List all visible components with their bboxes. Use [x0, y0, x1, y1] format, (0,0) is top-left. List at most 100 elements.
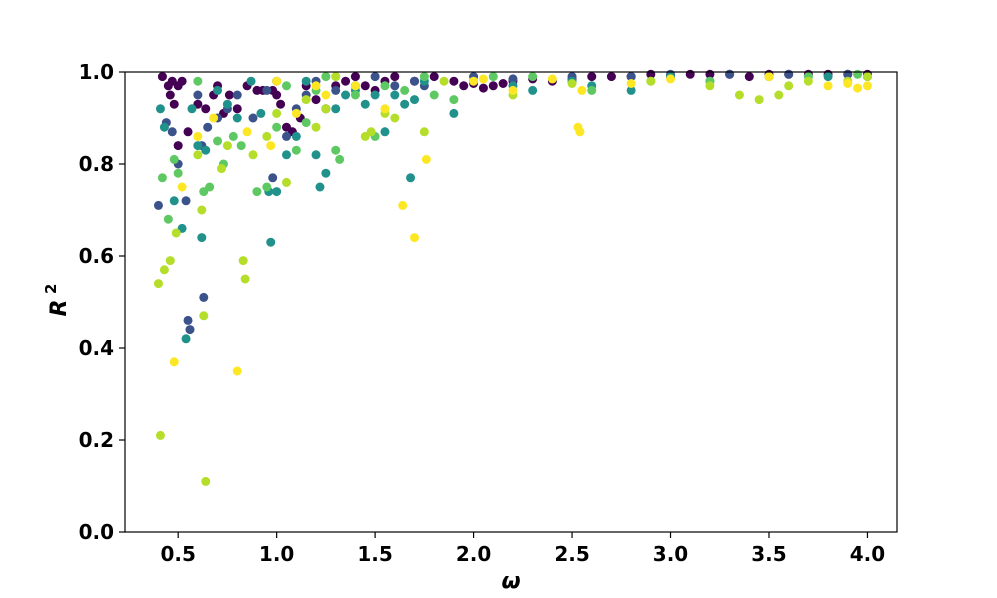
data-point	[331, 104, 341, 114]
data-point	[449, 95, 459, 105]
data-point	[240, 274, 250, 284]
data-point	[380, 127, 390, 137]
data-point	[744, 72, 754, 82]
y-axis: 0.0 0.2 0.4 0.6 0.8 1.0	[79, 60, 125, 544]
data-point	[167, 127, 177, 137]
data-point	[469, 76, 479, 86]
y-tick-label: 0.2	[79, 428, 114, 452]
data-point	[311, 122, 321, 132]
data-point	[406, 173, 416, 183]
data-point	[410, 233, 419, 243]
data-point	[567, 79, 577, 88]
data-point	[185, 325, 195, 335]
data-point	[177, 76, 187, 86]
data-point	[169, 99, 179, 109]
data-point	[248, 150, 258, 160]
data-point	[331, 85, 341, 95]
data-point	[272, 187, 282, 197]
y-tick-label: 1.0	[79, 60, 114, 84]
data-point	[155, 104, 165, 114]
data-point	[626, 72, 636, 82]
y-axis-label-group: R 2	[42, 284, 72, 317]
data-point	[862, 81, 872, 91]
data-point	[311, 95, 321, 105]
data-point	[380, 81, 390, 91]
data-point	[823, 81, 833, 91]
data-point	[449, 76, 459, 86]
data-point	[199, 292, 209, 302]
data-point	[173, 168, 183, 178]
data-point	[419, 127, 429, 137]
data-point	[276, 99, 286, 109]
data-point	[228, 131, 238, 141]
data-point	[224, 90, 234, 100]
data-point	[823, 72, 833, 82]
data-point	[301, 76, 311, 86]
data-point	[390, 81, 400, 91]
x-tick-label: 3.5	[751, 542, 786, 566]
data-point	[222, 141, 232, 151]
data-point	[410, 76, 419, 86]
data-point	[248, 113, 258, 123]
data-point	[183, 315, 193, 325]
data-point	[301, 118, 311, 128]
data-point	[238, 256, 248, 266]
data-point	[449, 108, 459, 118]
data-point	[199, 311, 209, 321]
data-point	[232, 90, 242, 100]
data-point	[311, 150, 321, 160]
data-point	[272, 90, 282, 100]
data-point	[626, 85, 636, 95]
data-point	[301, 95, 311, 105]
data-point	[232, 104, 242, 114]
data-point	[528, 72, 538, 82]
data-point	[626, 79, 636, 88]
data-point	[272, 76, 282, 86]
data-point	[498, 79, 508, 88]
data-point	[390, 90, 400, 100]
data-point	[163, 214, 173, 224]
data-point	[262, 182, 272, 192]
data-point	[187, 104, 197, 114]
data-point	[181, 196, 191, 206]
y-tick-label: 0.4	[79, 336, 114, 360]
data-point	[209, 113, 219, 123]
x-tick-label: 0.5	[160, 542, 195, 566]
data-point	[272, 122, 282, 132]
data-point	[784, 69, 794, 79]
data-point	[350, 72, 360, 82]
data-points	[153, 69, 872, 486]
data-point	[262, 85, 272, 95]
x-tick-label: 1.0	[259, 542, 294, 566]
data-point	[201, 145, 211, 155]
data-point	[321, 90, 331, 100]
data-point	[370, 72, 380, 82]
data-point	[508, 74, 518, 84]
data-point	[784, 81, 794, 91]
data-point	[291, 108, 301, 118]
data-point	[242, 127, 252, 137]
data-point	[222, 99, 232, 109]
data-point	[646, 76, 656, 86]
data-point	[853, 69, 863, 79]
data-point	[587, 85, 597, 95]
y-tick-label: 0.8	[79, 152, 114, 176]
data-point	[390, 72, 400, 82]
data-point	[171, 228, 181, 238]
data-point	[157, 173, 167, 183]
data-point	[236, 141, 246, 151]
data-point	[853, 83, 863, 93]
data-point	[335, 154, 345, 164]
data-point	[181, 334, 191, 344]
data-point	[321, 72, 331, 82]
data-point	[213, 136, 223, 146]
data-point	[281, 177, 291, 187]
data-point	[439, 76, 449, 86]
data-point	[331, 145, 341, 155]
data-point	[360, 99, 370, 109]
data-point	[459, 81, 469, 91]
data-point	[587, 72, 597, 82]
data-point	[173, 141, 183, 151]
data-point	[547, 74, 557, 84]
